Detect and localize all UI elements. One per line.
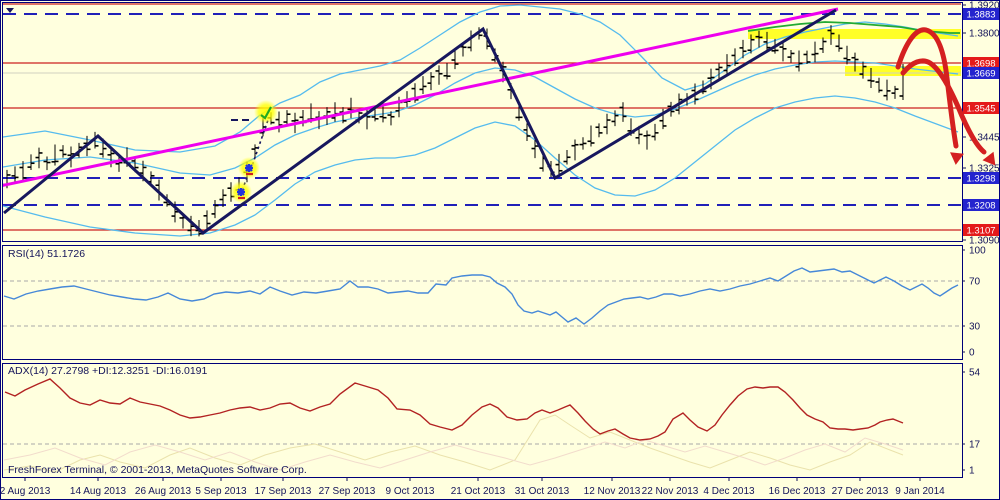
adx-panel[interactable] xyxy=(3,378,962,473)
adx-panel-border xyxy=(2,363,963,478)
price-axis[interactable]: 1.3920 1.3800 1.3445 1.3325 1.3090 1.3883 1.36… xyxy=(962,1,1000,247)
date-label: 2 Aug 2013 xyxy=(0,486,51,497)
adx-line xyxy=(4,378,904,441)
rsi-indicator-label: RSI(14) 51.1726 xyxy=(8,248,86,260)
date-label: 9 Jan 2014 xyxy=(895,486,945,497)
price-badge-red xyxy=(963,224,999,236)
date-label: 26 Aug 2013 xyxy=(135,486,192,497)
star-marker-icon xyxy=(245,164,253,176)
adx-scale-label: 17 xyxy=(969,440,981,451)
adx-indicator-label: ADX(14) 27.2798 +DI:12.3251 -DI:16.0191 xyxy=(8,365,208,377)
rsi-panel-border xyxy=(2,245,963,360)
date-label: 14 Aug 2013 xyxy=(70,486,127,497)
date-label: 16 Dec 2013 xyxy=(769,486,826,497)
rsi-scale-label: 30 xyxy=(969,322,981,333)
price-badge-blue xyxy=(963,67,999,79)
date-label: 17 Sep 2013 xyxy=(255,486,312,497)
rsi-line xyxy=(3,267,959,325)
date-label: 27 Sep 2013 xyxy=(319,486,376,497)
highlight-band xyxy=(748,29,961,39)
red-arrowhead-icon xyxy=(982,151,996,166)
date-label: 27 Dec 2013 xyxy=(832,486,889,497)
price-badge-blue xyxy=(963,199,999,211)
green-ma-line xyxy=(747,21,960,34)
rsi-scale-label: 0 xyxy=(969,348,975,359)
chart-shift-triangle-icon[interactable] xyxy=(6,8,14,13)
price-badge-label: 1.3669 xyxy=(966,69,995,80)
rsi-panel[interactable] xyxy=(3,267,962,327)
rsi-scale-label: 100 xyxy=(969,246,986,257)
date-label: 31 Oct 2013 xyxy=(515,486,570,497)
date-label: 12 Nov 2013 xyxy=(584,486,641,497)
price-tick-label: 1.3445 xyxy=(969,133,1000,144)
date-label: 9 Oct 2013 xyxy=(386,486,435,497)
price-badge-label: 1.3698 xyxy=(966,59,995,70)
adx-scale-label: 1 xyxy=(969,466,975,477)
adx-scale-label: 54 xyxy=(969,368,981,379)
di-plus-line xyxy=(3,414,904,473)
zigzag-line xyxy=(3,8,837,235)
star-marker-icon xyxy=(237,188,245,200)
red-arrow-curve xyxy=(900,58,987,155)
bollinger-lower-band xyxy=(3,95,959,237)
price-tick-label: 1.3800 xyxy=(969,29,1000,40)
price-badge-red xyxy=(963,102,999,114)
highlight-glow-circle xyxy=(254,100,278,124)
date-label: 5 Sep 2013 xyxy=(195,486,247,497)
date-label: 4 Dec 2013 xyxy=(703,486,755,497)
price-badge-label: 1.3545 xyxy=(966,104,995,115)
date-label: 21 Oct 2013 xyxy=(451,486,506,497)
price-tick-label: 1.3920 xyxy=(969,1,1000,12)
red-arrow-curve xyxy=(895,27,959,149)
price-badge-label: 1.3208 xyxy=(966,201,995,212)
di-minus-line xyxy=(3,437,904,471)
price-badge-label: 1.3298 xyxy=(966,174,995,185)
terminal-copyright: FreshForex Terminal, © 2001-2013, MetaQu… xyxy=(8,464,307,476)
date-axis[interactable]: 2 Aug 2013 14 Aug 2013 26 Aug 2013 5 Sep 20… xyxy=(0,477,945,497)
date-label: 22 Nov 2013 xyxy=(642,486,699,497)
price-badge-red xyxy=(963,57,999,69)
price-tick-label: 1.3325 xyxy=(969,164,1000,175)
price-badge-label: 1.3107 xyxy=(966,226,995,237)
price-badge-blue xyxy=(963,172,999,184)
rsi-scale-label: 70 xyxy=(969,277,981,288)
red-arrowhead-icon xyxy=(950,152,964,165)
price-badge-label: 1.3883 xyxy=(966,10,995,21)
price-badge-blue xyxy=(963,8,999,20)
price-panel[interactable] xyxy=(0,3,962,237)
magenta-trendline xyxy=(3,7,839,187)
price-tick-label: 1.3090 xyxy=(969,236,1000,247)
check-marker-icon xyxy=(260,106,272,120)
projection-arrows xyxy=(895,27,996,166)
